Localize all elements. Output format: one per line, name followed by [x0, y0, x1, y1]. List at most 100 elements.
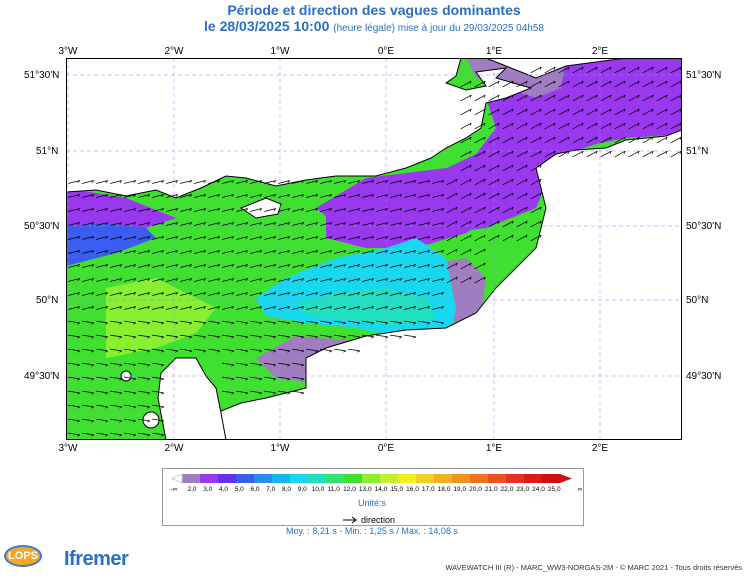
direction-arrow [348, 320, 361, 325]
direction-arrow [446, 234, 458, 242]
direction-arrow [376, 278, 389, 282]
direction-arrow [278, 236, 291, 240]
direction-arrow [502, 94, 514, 102]
direction-arrow [250, 264, 263, 268]
direction-arrow [474, 94, 486, 102]
direction-arrow [530, 206, 542, 214]
direction-arrow [516, 178, 528, 186]
direction-arrow [152, 236, 165, 240]
direction-arrow [152, 208, 165, 212]
direction-arrow [656, 66, 668, 74]
direction-arrow [572, 150, 584, 158]
direction-arrow [166, 278, 179, 282]
direction-arrow [180, 250, 193, 254]
direction-arrow [264, 194, 277, 198]
direction-arrow [166, 334, 179, 339]
direction-arrow [208, 306, 221, 310]
direction-arrow [474, 220, 486, 228]
direction-arrow [264, 362, 277, 367]
lat-label-right: 51°30'N [686, 70, 722, 81]
direction-arrow [390, 250, 403, 254]
direction-arrow [544, 108, 556, 116]
legend-tick: 17,0 [421, 486, 435, 493]
direction-arrow [474, 206, 486, 214]
direction-arrow [236, 222, 249, 226]
direction-arrow [96, 278, 109, 282]
direction-arrow [138, 236, 151, 240]
direction-arrow [124, 250, 137, 254]
direction-arrow [152, 222, 165, 226]
direction-arrow [348, 306, 361, 310]
legend-swatch [542, 474, 560, 483]
direction-arrow [236, 334, 249, 339]
direction-arrow [516, 136, 528, 144]
direction-arrow [418, 180, 431, 184]
direction-arrow [334, 222, 347, 226]
direction-arrow [264, 208, 277, 212]
direction-arrow [292, 180, 305, 184]
direction-arrow [600, 122, 612, 130]
direction-arrow [460, 262, 472, 270]
direction-arrow [474, 248, 486, 256]
direction-arrow [222, 376, 235, 381]
direction-arrow [320, 306, 333, 310]
direction-arrow [390, 180, 403, 184]
direction-arrow [68, 292, 81, 296]
direction-arrow [418, 222, 431, 226]
direction-arrow [236, 320, 249, 325]
direction-arrow [432, 306, 445, 310]
direction-arrow [152, 264, 165, 268]
direction-arrow [516, 192, 528, 200]
lat-label-left: 49°30'N [24, 371, 60, 382]
direction-arrow [334, 320, 347, 325]
direction-arrow [124, 390, 137, 395]
direction-arrow [152, 390, 165, 395]
direction-arrow [488, 80, 500, 88]
direction-arrow [572, 94, 584, 102]
direction-arrow [474, 262, 486, 270]
direction-arrow [334, 264, 347, 268]
direction-arrow [180, 348, 193, 353]
direction-arrow [110, 334, 123, 339]
zone-blue-west [66, 223, 156, 266]
direction-arrow [138, 348, 151, 353]
direction-arrow [110, 236, 123, 240]
legend-swatch [506, 474, 524, 483]
direction-arrow [292, 194, 305, 198]
direction-arrow [278, 292, 291, 296]
direction-arrow [152, 348, 165, 353]
direction-arrow [152, 418, 165, 423]
legend-swatch [488, 474, 506, 483]
direction-arrow [530, 220, 542, 228]
direction-arrow [600, 108, 612, 116]
direction-arrow [124, 180, 137, 184]
direction-arrow [628, 136, 640, 144]
direction-arrow [432, 194, 445, 198]
direction-arrow [68, 418, 81, 423]
direction-arrow [82, 376, 95, 381]
direction-arrow [390, 194, 403, 198]
direction-arrow [222, 362, 235, 367]
direction-arrow [558, 136, 570, 144]
direction-arrow [460, 192, 472, 200]
direction-arrow [138, 320, 151, 325]
direction-arrow [68, 376, 81, 381]
direction-arrow [166, 292, 179, 296]
direction-arrow [250, 236, 263, 240]
direction-arrow [488, 136, 500, 144]
direction-arrow [152, 320, 165, 325]
direction-arrow [166, 250, 179, 254]
direction-arrow [236, 180, 249, 184]
direction-arrow [194, 278, 207, 282]
direction-arrow [572, 136, 584, 144]
direction-arrow [502, 136, 514, 144]
direction-arrow [96, 222, 109, 226]
direction-arrow [264, 320, 277, 325]
direction-arrow [516, 220, 528, 228]
direction-arrow [96, 208, 109, 212]
direction-arrow [96, 250, 109, 254]
direction-arrow [124, 236, 137, 240]
direction-arrow [348, 264, 361, 268]
direction-arrow [488, 164, 500, 172]
direction-arrow [404, 250, 417, 254]
